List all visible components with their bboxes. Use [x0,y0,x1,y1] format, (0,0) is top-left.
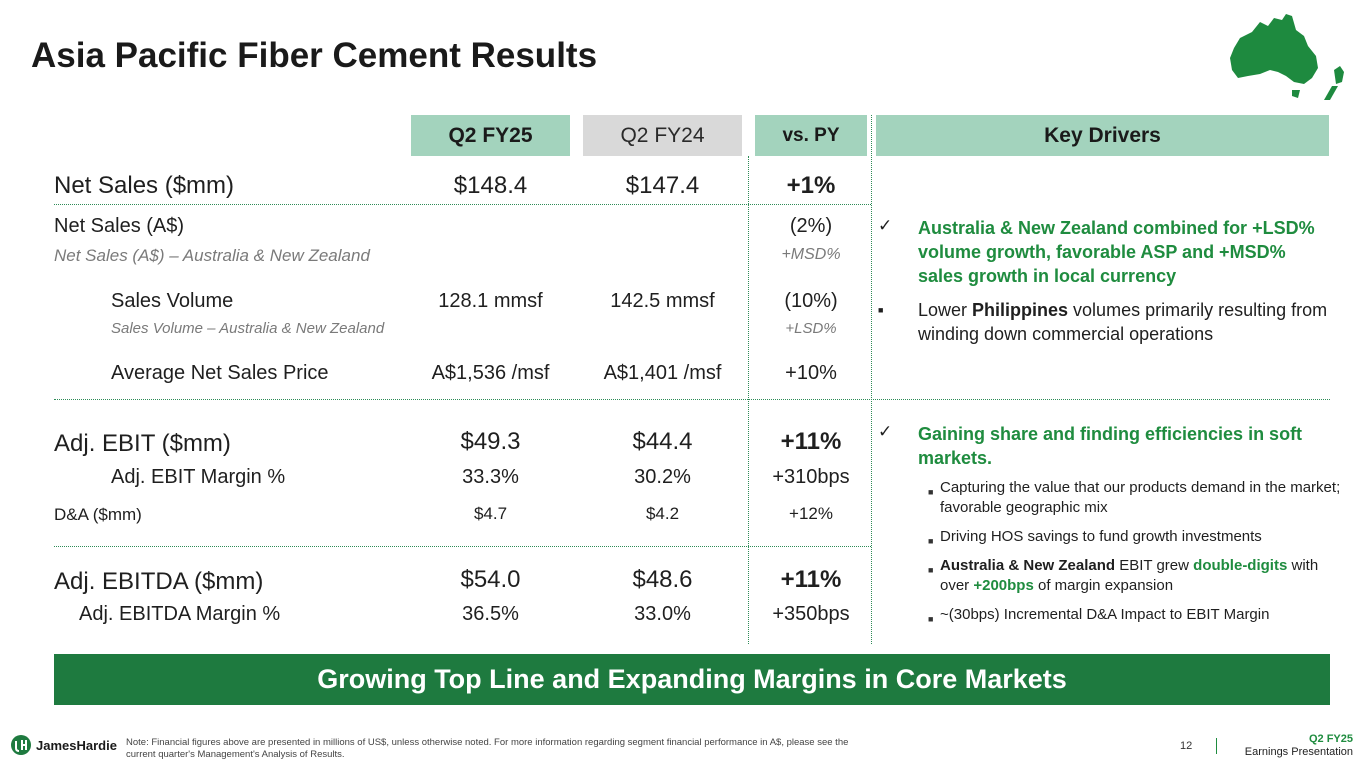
sales-volume-anz-vs-py: +LSD% [785,320,837,337]
separator-horizontal [54,546,871,547]
sub-driver-text: Australia & New Zealand EBIT grew double… [940,556,1348,596]
driver-text-part: Lower [918,300,973,320]
square-bullet-icon: ■ [878,305,884,315]
separator-horizontal [54,204,871,205]
footer-presentation-name: Earnings Presentation [1244,746,1353,758]
ebitda-q2fy24: $48.6 [632,566,693,593]
footer-divider [1216,738,1217,754]
ebitda-label: Adj. EBITDA ($mm) [54,568,264,595]
ebit-margin-vs-py: +310bps [772,466,850,488]
sub-driver: ■ Australia & New Zealand EBIT grew doub… [928,556,1348,596]
driver-text: Lower Philippines volumes primarily resu… [918,298,1336,346]
sub-driver: ■ Driving HOS savings to fund growth inv… [928,527,1348,551]
net-sales-anz-vs-py: +MSD% [781,246,841,263]
da-vs-py: +12% [789,504,833,523]
separator-horizontal [54,399,1330,400]
summary-banner: Growing Top Line and Expanding Margins i… [54,654,1330,705]
sub-driver-text: ~(30bps) Incremental D&A Impact to EBIT … [940,606,1270,623]
net-sales-label: Net Sales ($mm) [54,172,235,199]
page-number: 12 [1180,740,1193,752]
sub-driver-highlight: +200bps [973,577,1034,594]
ebit-vs-py: +11% [780,428,842,455]
check-icon: ✓ [878,216,893,235]
sales-volume-label: Sales Volume [111,290,234,312]
da-q2fy25: $4.7 [473,504,508,523]
driver-text-bold: Philippines [972,300,1069,320]
ebitda-margin-vs-py: +350bps [772,603,850,625]
header-q2fy25: Q2 FY25 [411,115,570,156]
avg-price-q2fy24: A$1,401 /msf [603,362,722,384]
sales-volume-anz-label: Sales Volume – Australia & New Zealand [111,320,385,337]
da-label: D&A ($mm) [54,505,142,524]
footer-quarter: Q2 FY25 [1308,733,1353,745]
ebit-label: Adj. EBIT ($mm) [54,430,231,457]
driver-philippines: ■ Lower Philippines volumes primarily re… [876,298,1336,346]
sub-driver-bold: Australia & New Zealand [940,557,1116,574]
driver-text-part: volumes primarily resulting from winding… [918,300,1328,344]
separator-vertical [748,156,749,644]
sub-driver-part: with over [940,557,1319,594]
logo-text: JamesHardie [36,737,117,753]
sub-driver-part: EBIT grew [1115,557,1194,574]
ebitda-margin-q2fy25: 36.5% [462,603,519,625]
avg-price-vs-py: +10% [785,362,837,384]
sub-driver: ■ ~(30bps) Incremental D&A Impact to EBI… [928,605,1348,629]
sub-driver-text: Driving HOS savings to fund growth inves… [940,528,1262,545]
ebit-q2fy24: $44.4 [632,428,693,455]
sub-driver-part: of margin expansion [1033,577,1174,594]
driver-text: Australia & New Zealand combined for +LS… [918,218,1315,286]
driver-share-gain: ✓ Gaining share and finding efficiencies… [876,422,1336,470]
ebitda-margin-q2fy24: 33.0% [634,603,691,625]
ebit-q2fy25: $49.3 [460,428,521,455]
square-bullet-icon: ■ [928,487,934,497]
net-sales-aud-label: Net Sales (A$) [54,215,185,237]
sales-volume-q2fy24: 142.5 mmsf [610,290,715,312]
separator-vertical [871,115,872,644]
header-vs-py: vs. PY [755,115,867,156]
sales-volume-vs-py: (10%) [784,290,838,312]
net-sales-anz-label: Net Sales (A$) – Australia & New Zealand [54,246,370,265]
square-bullet-icon: ■ [928,614,934,624]
sub-driver: ■ Capturing the value that our products … [928,478,1348,518]
ebitda-margin-label: Adj. EBITDA Margin % [79,603,281,625]
driver-anz-growth: ✓ Australia & New Zealand combined for +… [876,216,1336,288]
avg-price-q2fy25: A$1,536 /msf [431,362,550,384]
sub-driver-highlight: double-digits [1193,557,1288,574]
footer-presentation: Q2 FY25 Earnings Presentation [1225,733,1353,759]
sales-volume-q2fy25: 128.1 mmsf [438,290,543,312]
square-bullet-icon: ■ [928,536,934,546]
header-q2fy24: Q2 FY24 [583,115,742,156]
header-key-drivers: Key Drivers [876,115,1329,156]
ebit-margin-q2fy24: 30.2% [634,466,691,488]
net-sales-q2fy25: $148.4 [453,172,528,199]
australia-map-icon [1230,14,1344,100]
ebit-margin-q2fy25: 33.3% [462,466,519,488]
avg-price-label: Average Net Sales Price [111,362,329,384]
logo-mark-icon [11,735,31,755]
page-title: Asia Pacific Fiber Cement Results [31,36,598,75]
ebit-margin-label: Adj. EBIT Margin % [111,466,286,488]
ebitda-q2fy25: $54.0 [460,566,521,593]
da-q2fy24: $4.2 [645,504,680,523]
net-sales-vs-py: +1% [786,172,836,199]
footnote: Note: Financial figures above are presen… [126,737,849,760]
square-bullet-icon: ■ [928,565,934,575]
check-icon: ✓ [878,422,893,441]
sub-driver-text: Capturing the value that our products de… [940,479,1341,516]
ebitda-vs-py: +11% [780,566,842,593]
net-sales-q2fy24: $147.4 [625,172,700,199]
company-logo: JamesHardie [10,734,117,756]
net-sales-aud-vs-py: (2%) [789,215,833,237]
driver-text: Gaining share and finding efficiencies i… [918,424,1303,468]
